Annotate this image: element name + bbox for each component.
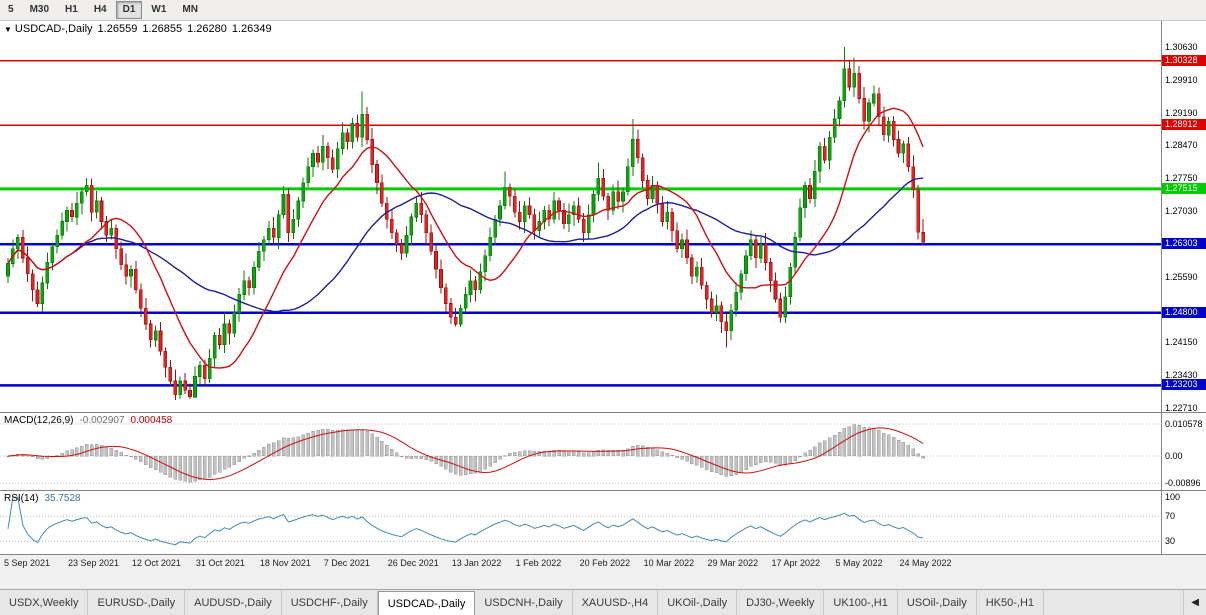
candles (6, 47, 925, 401)
price-tick-label: 1.23430 (1165, 370, 1198, 381)
price-tick-label: 1.28470 (1165, 140, 1198, 151)
price-axis[interactable]: 1.30630 1.29910 1.29190 1.28470 1.27750 1.270… (1161, 21, 1206, 413)
date-label: 13 Jan 2022 (451, 558, 502, 568)
time-axis[interactable]: 5 Sep 2021 23 Sep 2021 12 Oct 2021 31 Oct 2… (0, 555, 1161, 573)
date-label: 29 Mar 2022 (707, 558, 759, 568)
macd-tick-label: 0.010578 (1165, 419, 1203, 429)
chart-tab-usdx-weekly[interactable]: USDX,Weekly (0, 590, 89, 615)
price-level-badge: 1.28912 (1162, 119, 1206, 131)
chart-tab-usdcnh-daily[interactable]: USDCNH-,Daily (475, 590, 573, 615)
quote-open-value: 1.26559 (97, 23, 138, 35)
date-label: 31 Oct 2021 (195, 558, 245, 568)
ma-fast-line (7, 107, 924, 369)
chart-symbol-label: USDCAD-,Daily (14, 23, 93, 35)
price-tick-label: 1.27750 (1165, 173, 1198, 184)
chart-title: ▼ USDCAD-,Daily 1.26559 1.26855 1.26280 1.263… (4, 23, 277, 35)
timeframe-button-m30[interactable]: M30 (29, 4, 50, 15)
chart-tab-uk100-h1[interactable]: UK100-,H1 (824, 590, 898, 615)
timeframe-button-w1[interactable]: W1 (151, 4, 167, 15)
rsi-tick-label: 70 (1165, 511, 1176, 522)
chart-tab-xauusd-h4[interactable]: XAUUSD-,H4 (573, 590, 659, 615)
rsi-tick-label: 100 (1165, 492, 1181, 503)
macd-signal-line (7, 427, 924, 481)
price-chart-pane: ▼ USDCAD-,Daily 1.26559 1.26855 1.26280 1.263… (0, 21, 1206, 413)
rsi-axis[interactable]: 100 70 30 (1161, 491, 1206, 554)
price-level-badge: 1.27515 (1162, 182, 1206, 194)
date-label: 5 Sep 2021 (4, 558, 51, 568)
price-tick-label: 1.30630 (1165, 41, 1198, 52)
macd-histogram (6, 424, 925, 483)
chart-tab-eurusd-daily[interactable]: EURUSD-,Daily (88, 590, 186, 615)
chart-tab-hk50-h1[interactable]: HK50-,H1 (977, 590, 1045, 615)
macd-title: MACD(12,26,9) -0.002907 0.000458 (4, 415, 172, 426)
timeframe-button-mn[interactable]: MN (182, 4, 198, 15)
price-tick-label: 1.24150 (1165, 337, 1198, 348)
quote-high-value: 1.26855 (142, 23, 183, 35)
tabs-scroll-left-icon[interactable]: ◀ (1183, 590, 1206, 615)
price-level-badge: 1.23203 (1162, 379, 1206, 391)
chart-tab-dj30-weekly[interactable]: DJ30-,Weekly (737, 590, 825, 615)
chart-tab-usdcad-daily[interactable]: USDCAD-,Daily (377, 591, 476, 615)
date-label: 26 Dec 2021 (387, 558, 439, 568)
price-tick-label: 1.29190 (1165, 107, 1198, 118)
chart-tab-ukoil-daily[interactable]: UKOil-,Daily (658, 590, 738, 615)
rsi-value: 35.7528 (44, 493, 81, 504)
date-label: 12 Oct 2021 (131, 558, 181, 568)
date-label: 10 Mar 2022 (643, 558, 695, 568)
timeframe-button-d1[interactable]: D1 (115, 1, 143, 19)
date-label: 17 Apr 2022 (771, 558, 821, 568)
rsi-label: RSI(14) (4, 493, 39, 504)
price-tick-label: 1.22710 (1165, 402, 1198, 413)
timeframe-button-5[interactable]: 5 (8, 4, 14, 15)
ma-slow-line (7, 177, 924, 313)
timeframe-button-h4[interactable]: H4 (93, 4, 107, 15)
timeframe-toolbar: 5 M30 H1 H4 D1 W1 MN (0, 0, 1206, 21)
macd-signal-value: 0.000458 (130, 415, 173, 426)
date-label: 20 Feb 2022 (579, 558, 631, 568)
macd-main-value: -0.002907 (79, 415, 125, 426)
rsi-title: RSI(14) 35.7528 (4, 493, 81, 504)
date-label: 5 May 2022 (835, 558, 883, 568)
date-label: 7 Dec 2021 (323, 558, 370, 568)
price-tick-label: 1.25590 (1165, 271, 1198, 282)
chart-tab-usoil-daily[interactable]: USOil-,Daily (898, 590, 977, 615)
rsi-line (7, 496, 924, 546)
price-tick-label: 1.27030 (1165, 206, 1198, 217)
macd-tick-label: -0.00896 (1165, 478, 1201, 489)
quote-low-value: 1.26280 (187, 23, 227, 35)
rsi-indicator-pane: RSI(14) 35.7528 100 70 30 (0, 491, 1206, 555)
macd-indicator-pane: MACD(12,26,9) -0.002907 0.000458 0.010578 0… (0, 413, 1206, 491)
price-level-badge: 1.24800 (1162, 306, 1206, 318)
macd-plot[interactable] (0, 413, 1161, 490)
candlestick-plot[interactable] (0, 21, 1161, 412)
chart-tabs-bar: USDX,Weekly EURUSD-,Daily AUDUSD-,Daily USD… (0, 589, 1206, 615)
macd-axis[interactable]: 0.010578 0.00 -0.00896 (1161, 413, 1206, 490)
timeframe-button-h1[interactable]: H1 (65, 4, 78, 15)
horizontal-level-lines (0, 59, 1161, 387)
macd-tick-label: 0.00 (1165, 450, 1183, 461)
price-tick-label: 1.29910 (1165, 74, 1198, 85)
date-label: 1 Feb 2022 (515, 558, 562, 568)
rsi-tick-label: 30 (1165, 536, 1176, 547)
chart-tab-usdchf-daily[interactable]: USDCHF-,Daily (282, 590, 378, 615)
chart-dropdown-icon[interactable]: ▼ (4, 25, 12, 34)
price-level-badge: 1.30328 (1162, 54, 1206, 66)
rsi-plot[interactable] (0, 491, 1161, 554)
macd-label: MACD(12,26,9) (4, 415, 74, 426)
chart-tab-audusd-daily[interactable]: AUDUSD-,Daily (185, 590, 282, 615)
date-label: 24 May 2022 (899, 558, 952, 568)
date-label: 23 Sep 2021 (67, 558, 119, 568)
price-level-badge: 1.26303 (1162, 238, 1206, 250)
date-label: 18 Nov 2021 (259, 558, 311, 568)
quote-close-value: 1.26349 (231, 23, 272, 35)
